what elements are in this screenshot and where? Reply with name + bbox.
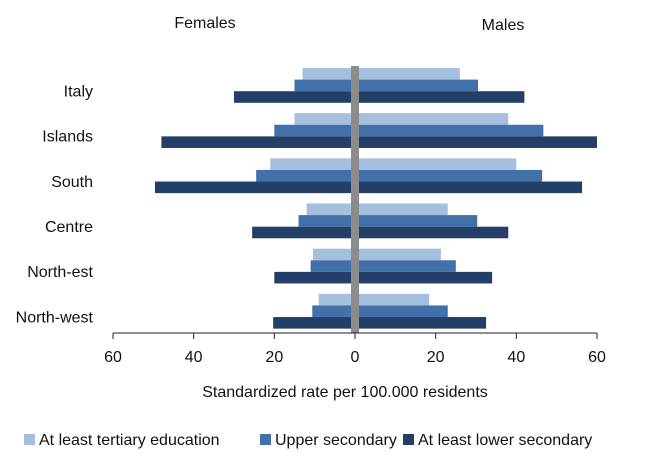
male-bar bbox=[355, 181, 583, 194]
male-bar bbox=[355, 169, 543, 182]
female-bar bbox=[312, 305, 355, 318]
y-tick-label: Islands bbox=[42, 129, 93, 146]
female-bar bbox=[318, 293, 355, 306]
x-tick-label: 0 bbox=[351, 349, 360, 366]
x-tick-label: 40 bbox=[185, 349, 203, 366]
male-bar bbox=[355, 271, 493, 284]
center-divider bbox=[351, 66, 359, 333]
female-bar bbox=[154, 181, 355, 194]
legend-swatch bbox=[24, 434, 35, 445]
male-bar bbox=[355, 317, 487, 329]
x-tick-label: 40 bbox=[507, 349, 525, 366]
male-bar bbox=[355, 293, 430, 306]
female-bar bbox=[274, 271, 355, 284]
male-bar bbox=[355, 248, 441, 261]
female-bar bbox=[273, 317, 355, 329]
legend-label: At least tertiary education bbox=[39, 432, 220, 449]
female-bar bbox=[298, 215, 355, 227]
x-axis-title: Standardized rate per 100.000 residents bbox=[202, 384, 488, 401]
legend-swatch bbox=[403, 434, 414, 445]
female-bar bbox=[274, 124, 355, 137]
x-tick-label: 60 bbox=[588, 349, 606, 366]
female-bar bbox=[161, 136, 355, 148]
male-bar bbox=[355, 226, 509, 239]
female-bar bbox=[310, 260, 355, 272]
legend-label: Upper secondary bbox=[275, 432, 397, 449]
x-tick-label: 60 bbox=[104, 349, 122, 366]
male-bar bbox=[355, 158, 517, 170]
legend-label: At least lower secondary bbox=[418, 432, 592, 449]
male-bar bbox=[355, 136, 597, 148]
male-bar bbox=[355, 91, 525, 103]
female-bar bbox=[234, 91, 355, 103]
female-bar bbox=[313, 248, 355, 261]
male-bar bbox=[355, 305, 448, 318]
male-bar bbox=[355, 68, 460, 80]
female-bar bbox=[294, 113, 355, 125]
male-bar bbox=[355, 203, 448, 216]
x-tick-label: 20 bbox=[427, 349, 445, 366]
male-bar bbox=[355, 215, 478, 227]
female-bar bbox=[302, 68, 355, 80]
female-bar bbox=[270, 158, 355, 170]
x-tick-label: 20 bbox=[265, 349, 283, 366]
male-bar bbox=[355, 260, 456, 272]
female-bar bbox=[256, 169, 355, 182]
left-title: Females bbox=[174, 15, 235, 32]
female-bar bbox=[294, 79, 355, 92]
right-title: Males bbox=[482, 17, 525, 34]
y-tick-label: Centre bbox=[45, 219, 93, 236]
y-tick-label: South bbox=[51, 174, 93, 191]
male-bar bbox=[355, 79, 479, 92]
female-bar bbox=[252, 226, 355, 239]
legend-swatch bbox=[260, 434, 271, 445]
y-tick-label: Italy bbox=[64, 84, 93, 101]
y-tick-label: North-est bbox=[27, 264, 93, 281]
male-bar bbox=[355, 124, 544, 137]
male-bar bbox=[355, 113, 509, 125]
y-tick-label: North-west bbox=[16, 309, 94, 326]
female-bar bbox=[306, 203, 355, 216]
